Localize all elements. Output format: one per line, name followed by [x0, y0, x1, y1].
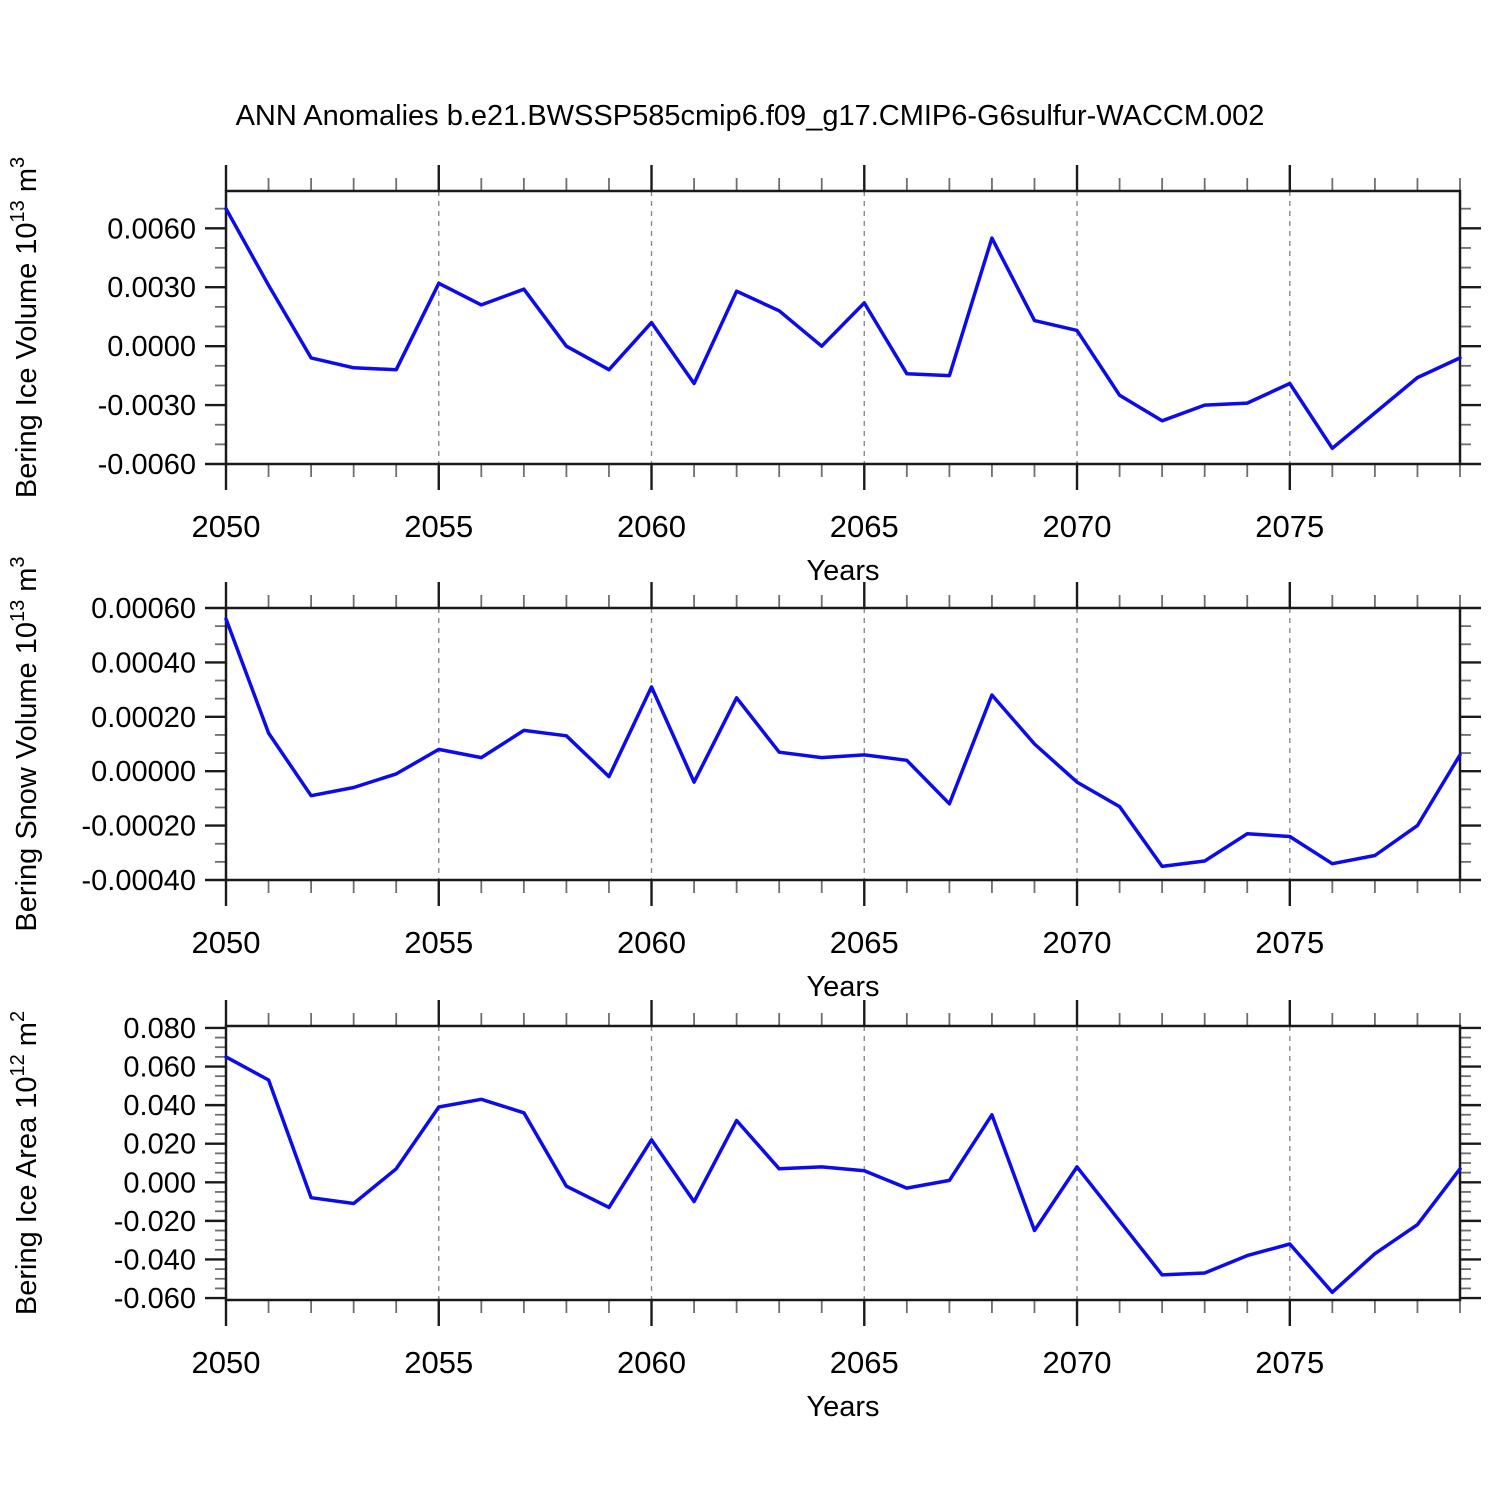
y-tick-label: -0.020: [114, 1206, 196, 1238]
y-tick-label: -0.040: [114, 1244, 196, 1276]
y-axis-title: Bering Ice Area 1012 m2: [7, 1011, 43, 1315]
y-axis-title: Bering Snow Volume 1013 m3: [7, 556, 43, 931]
x-tick-label: 2075: [1255, 1345, 1324, 1380]
y-tick-label: 0.00000: [91, 756, 196, 788]
x-axis-title: Years: [806, 555, 879, 587]
y-tick-label: 0.00060: [91, 593, 196, 625]
y-tick-label: 0.040: [123, 1090, 196, 1122]
x-tick-label: 2055: [404, 509, 473, 544]
data-line: [224, 206, 1462, 451]
y-tick-label: -0.00040: [82, 865, 197, 897]
x-tick-label: 2070: [1043, 925, 1112, 960]
x-tick-label: 2075: [1255, 925, 1324, 960]
panel-1: 0.0060 0.0030 0.0000 -0.0030 -0.0060 2050 2055…: [7, 157, 1481, 587]
panel-2: 0.00060 0.00040 0.00020 0.00000 -0.00020 -0.0…: [7, 556, 1481, 1003]
y-tick-label: 0.0030: [107, 272, 196, 304]
x-tick-label: 2065: [830, 1345, 899, 1380]
x-tick-label: 2070: [1043, 509, 1112, 544]
x-tick-label: 2060: [617, 509, 686, 544]
y-tick-label: 0.0060: [107, 213, 196, 245]
y-tick-label: -0.060: [114, 1283, 196, 1315]
y-tick-label: 0.080: [123, 1013, 196, 1045]
x-tick-label: 2050: [192, 925, 261, 960]
y-axis-title: Bering Ice Volume 1013 m3: [7, 157, 43, 498]
y-tick-label: -0.00020: [82, 811, 197, 843]
chart-title: ANN Anomalies b.e21.BWSSP585cmip6.f09_g1…: [235, 100, 1265, 132]
plot-box: [224, 1024, 1462, 1302]
x-tick-label: 2050: [192, 1345, 261, 1380]
plot-box: [224, 606, 1462, 882]
x-tick-label: 2070: [1043, 1345, 1112, 1380]
y-tick-label: 0.00020: [91, 702, 196, 734]
y-tick-label: 0.000: [123, 1167, 196, 1199]
x-tick-label: 2065: [830, 509, 899, 544]
y-tick-label: -0.0030: [98, 390, 196, 422]
y-tick-label: 0.060: [123, 1052, 196, 1084]
x-tick-label: 2060: [617, 925, 686, 960]
x-tick-label: 2055: [404, 925, 473, 960]
x-tick-label: 2075: [1255, 509, 1324, 544]
x-tick-label: 2050: [192, 509, 261, 544]
x-axis-title: Years: [806, 971, 879, 1003]
y-tick-label: -0.0060: [98, 449, 196, 481]
plot-box: [224, 189, 1462, 466]
y-tick-label: 0.0000: [107, 331, 196, 363]
x-axis-title: Years: [806, 1391, 879, 1423]
data-line: [224, 617, 1462, 869]
panel-3: 0.080 0.060 0.040 0.020 0.000 -0.020 -0.040 -0.…: [7, 1000, 1481, 1423]
x-tick-label: 2060: [617, 1345, 686, 1380]
y-tick-label: 0.00040: [91, 647, 196, 679]
x-tick-label: 2055: [404, 1345, 473, 1380]
y-tick-label: 0.020: [123, 1129, 196, 1161]
x-tick-label: 2065: [830, 925, 899, 960]
data-line: [224, 1055, 1462, 1295]
